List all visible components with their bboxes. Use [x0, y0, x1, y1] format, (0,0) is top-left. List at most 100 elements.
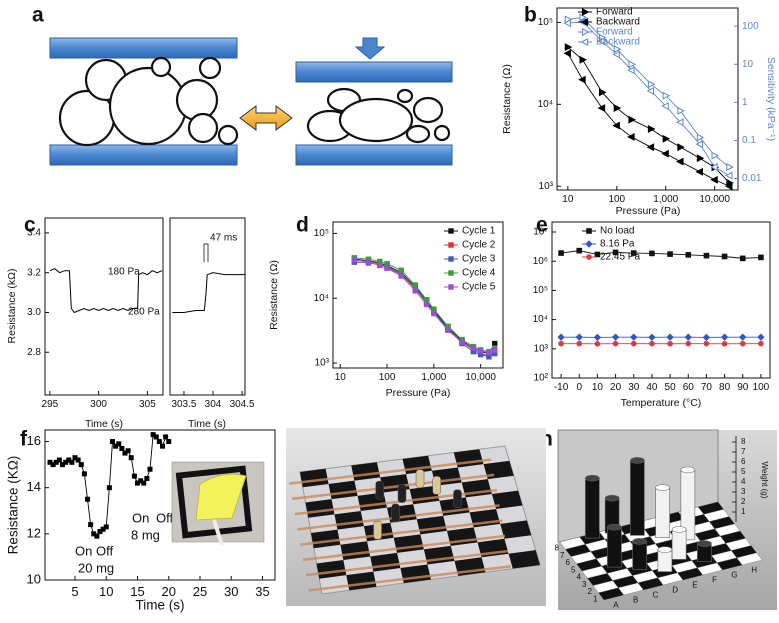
strip: [294, 488, 498, 516]
bar-top: [607, 523, 622, 531]
marker: [56, 457, 62, 463]
column-label: D: [672, 586, 678, 595]
x-tick-label: 10: [335, 372, 347, 383]
y-tick-label: 12: [27, 525, 41, 540]
marker: [703, 340, 710, 347]
x-tick-label: 40: [646, 382, 658, 393]
panel-label: a: [32, 4, 44, 27]
z-tick-label: 2: [741, 497, 746, 506]
marker: [557, 333, 565, 341]
chess-piece: [432, 476, 441, 495]
particle: [198, 56, 222, 80]
column-label: A: [613, 601, 619, 610]
y-tick-label: 14: [27, 479, 41, 494]
marker: [459, 339, 465, 345]
plate: [49, 144, 238, 166]
marker: [106, 485, 112, 491]
plate: [49, 37, 238, 59]
bar-top: [655, 484, 670, 491]
marker: [757, 333, 765, 341]
marker: [564, 43, 573, 52]
marker: [384, 261, 390, 267]
photo-g: [286, 428, 546, 606]
particle: [150, 56, 172, 78]
plot-frame: [551, 221, 771, 379]
y-tick-label: 10³: [315, 358, 330, 369]
marker: [580, 18, 589, 26]
annotation: On Off: [75, 543, 113, 558]
z-tick-label: 6: [741, 457, 746, 466]
plate: [295, 61, 453, 83]
marker: [649, 340, 655, 347]
marker: [646, 143, 655, 152]
panel-label: b: [524, 4, 537, 27]
marker: [628, 60, 636, 69]
chess-piece: [375, 480, 384, 500]
y2-tick-label: 0.01: [742, 173, 762, 184]
column-label: H: [751, 566, 757, 575]
marker: [630, 250, 637, 256]
marker: [628, 115, 636, 124]
legend-label: Cycle 2: [462, 240, 496, 251]
marker: [662, 91, 671, 100]
marker: [612, 121, 620, 130]
data-line: [567, 53, 730, 187]
legend-swatch: [448, 242, 454, 248]
marker: [721, 341, 728, 347]
x-axis-label: Pressure (Pa): [386, 387, 451, 399]
x-tick-label: 0: [576, 382, 582, 393]
marker: [739, 333, 747, 341]
legend-label: Backward: [596, 17, 640, 28]
row-label: 1: [593, 594, 598, 603]
bar-3d: [671, 529, 687, 560]
x-tick-label: 60: [683, 382, 695, 393]
row-label: 2: [588, 587, 593, 596]
marker: [131, 473, 137, 479]
marker: [710, 175, 718, 184]
x-axis-label: Pressure (Pa): [616, 205, 681, 217]
bar-top: [671, 526, 687, 533]
marker: [721, 253, 728, 260]
x-tick-label: 303.5: [171, 399, 196, 410]
x-tick-label: 70: [701, 382, 713, 393]
marker: [647, 80, 656, 89]
marker: [563, 49, 571, 58]
chess-piece: [453, 489, 462, 509]
legend-label: Backward: [596, 37, 640, 48]
bar-3d: [630, 460, 645, 536]
column-label: B: [633, 596, 638, 605]
x-tick-label: 1,000: [421, 372, 446, 383]
x-tick-label: 80: [719, 382, 731, 393]
marker: [611, 333, 620, 341]
panel-label: e: [536, 214, 548, 237]
particle: [433, 124, 451, 142]
chess-piece: [391, 503, 400, 523]
y-tick-label: 10²: [534, 373, 549, 384]
marker: [384, 265, 390, 271]
marker: [578, 75, 586, 84]
marker: [594, 251, 601, 258]
legend-label: Cycle 1: [462, 226, 496, 237]
x-tick-label: 100: [608, 194, 625, 205]
marker: [627, 132, 635, 141]
marker: [685, 252, 692, 258]
particle: [412, 96, 444, 124]
row-label: 4: [577, 573, 582, 582]
marker: [585, 240, 593, 248]
strip: [305, 549, 509, 577]
bar-top: [680, 466, 696, 474]
marker: [612, 50, 620, 59]
marker: [81, 471, 87, 477]
annotation: On: [132, 510, 149, 525]
marker: [581, 8, 590, 16]
x-tick-label: 35: [255, 584, 269, 599]
legend-label: Cycle 5: [462, 282, 496, 293]
row-label: 3: [582, 580, 587, 589]
x-tick-label: 100: [379, 372, 396, 383]
annotation: 180 Pa: [108, 267, 140, 278]
marker: [758, 340, 764, 347]
x-tick-label: 305: [139, 399, 156, 410]
marker: [448, 228, 454, 234]
marker: [78, 462, 84, 468]
marker: [119, 445, 125, 451]
